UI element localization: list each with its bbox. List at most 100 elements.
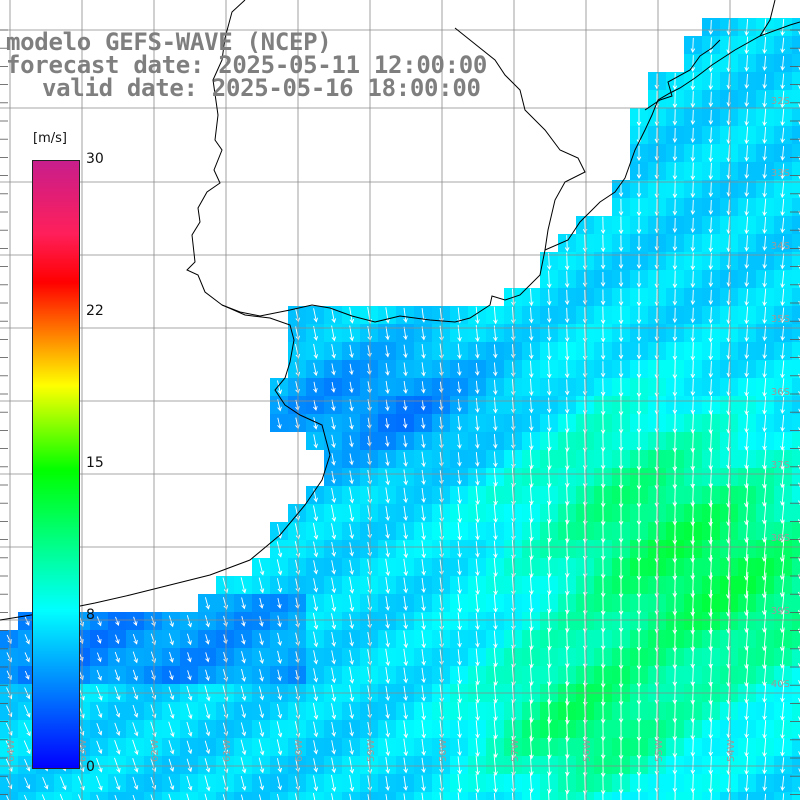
wind-arrow <box>672 162 678 181</box>
wind-arrow <box>475 380 480 395</box>
wind-arrow <box>475 631 480 648</box>
wind-arrow <box>546 397 552 414</box>
wind-arrow <box>241 616 246 627</box>
wind-arrow <box>403 648 409 667</box>
wind-arrow <box>690 536 695 563</box>
wind-arrow <box>204 597 210 610</box>
wind-cell <box>792 648 800 666</box>
wind-arrow <box>690 181 696 198</box>
wind-arrow <box>114 722 121 736</box>
wind-cell <box>342 792 360 800</box>
wind-arrow <box>421 434 426 449</box>
wind-arrow <box>493 594 498 613</box>
wind-arrow <box>493 415 498 432</box>
wind-arrow <box>690 72 696 91</box>
wind-arrow <box>690 554 695 581</box>
wind-arrow <box>674 791 676 800</box>
wind-arrow <box>132 739 139 756</box>
wind-arrow <box>349 594 355 612</box>
wind-arrow <box>457 469 462 485</box>
wind-arrow <box>672 699 678 724</box>
wind-arrow <box>277 417 282 430</box>
wind-arrow <box>582 501 588 526</box>
wind-arrow <box>780 665 785 686</box>
wind-arrow <box>798 246 800 251</box>
wind-arrow <box>582 646 588 669</box>
wind-arrow <box>277 632 282 647</box>
wind-arrow <box>564 379 570 396</box>
colorbar-unit: [m/s] <box>33 131 67 146</box>
wind-cell <box>234 792 252 800</box>
wind-arrow <box>708 109 714 125</box>
wind-arrow <box>690 448 696 471</box>
wind-cell <box>792 702 800 720</box>
wind-arrow <box>529 360 534 379</box>
wind-arrow <box>744 198 749 216</box>
wind-arrow <box>313 758 318 773</box>
wind-arrow <box>331 722 336 737</box>
wind-cell <box>792 90 800 108</box>
wind-arrow <box>780 198 785 217</box>
wind-arrow <box>798 427 800 432</box>
wind-arrow <box>313 308 318 323</box>
wind-arrow <box>708 361 714 378</box>
wind-arrow <box>294 793 298 800</box>
wind-arrow <box>385 523 390 539</box>
wind-arrow <box>583 698 588 725</box>
wind-arrow <box>762 306 767 324</box>
wind-arrow <box>708 324 714 343</box>
wind-arrow <box>475 306 480 325</box>
wind-arrow <box>457 415 462 431</box>
wind-cell <box>792 666 800 684</box>
wind-arrow <box>600 342 606 360</box>
wind-arrow <box>349 667 355 684</box>
wind-arrow <box>331 344 336 359</box>
wind-arrow <box>114 651 120 663</box>
wind-arrow <box>204 615 210 628</box>
wind-arrow <box>493 773 498 794</box>
wind-arrow <box>475 558 480 577</box>
wind-arrow <box>764 793 767 800</box>
wind-arrow <box>457 612 462 631</box>
wind-arrow <box>420 417 426 430</box>
wind-arrow <box>582 753 588 778</box>
wind-arrow <box>421 612 426 631</box>
wind-arrow <box>96 740 103 755</box>
wind-arrow <box>59 776 67 791</box>
wind-arrow <box>493 344 498 359</box>
wind-arrow <box>313 362 318 377</box>
wind-arrow <box>780 127 785 144</box>
wind-arrow <box>457 343 462 360</box>
wind-arrow <box>564 342 570 361</box>
wind-arrow <box>672 664 678 687</box>
wind-arrow <box>762 36 767 54</box>
wind-arrow <box>331 542 337 557</box>
longitude-label: 63W <box>78 739 89 762</box>
wind-arrow <box>23 740 31 755</box>
wind-arrow <box>421 775 426 792</box>
wind-arrow <box>313 560 318 575</box>
wind-arrow <box>565 735 570 759</box>
wind-arrow <box>493 485 498 506</box>
wind-arrow <box>132 669 138 681</box>
wind-arrow <box>457 738 462 757</box>
latitude-label: 34S <box>771 241 790 252</box>
wind-arrow <box>59 794 64 800</box>
wind-cell <box>0 792 18 800</box>
wind-arrow <box>672 90 678 109</box>
wind-arrow <box>276 758 283 773</box>
wind-cell <box>792 594 800 612</box>
wind-cell <box>792 144 800 162</box>
wind-arrow <box>690 307 696 324</box>
wind-arrow <box>349 470 354 485</box>
wind-cell <box>252 792 270 800</box>
wind-arrow <box>132 794 136 800</box>
wind-arrow <box>277 776 283 791</box>
wind-arrow <box>798 716 800 722</box>
wind-arrow <box>564 413 570 434</box>
wind-arrow <box>582 342 588 361</box>
wind-arrow <box>708 252 714 271</box>
wind-arrow <box>798 66 800 71</box>
wind-arrow <box>403 775 408 791</box>
wind-cell <box>792 522 800 540</box>
